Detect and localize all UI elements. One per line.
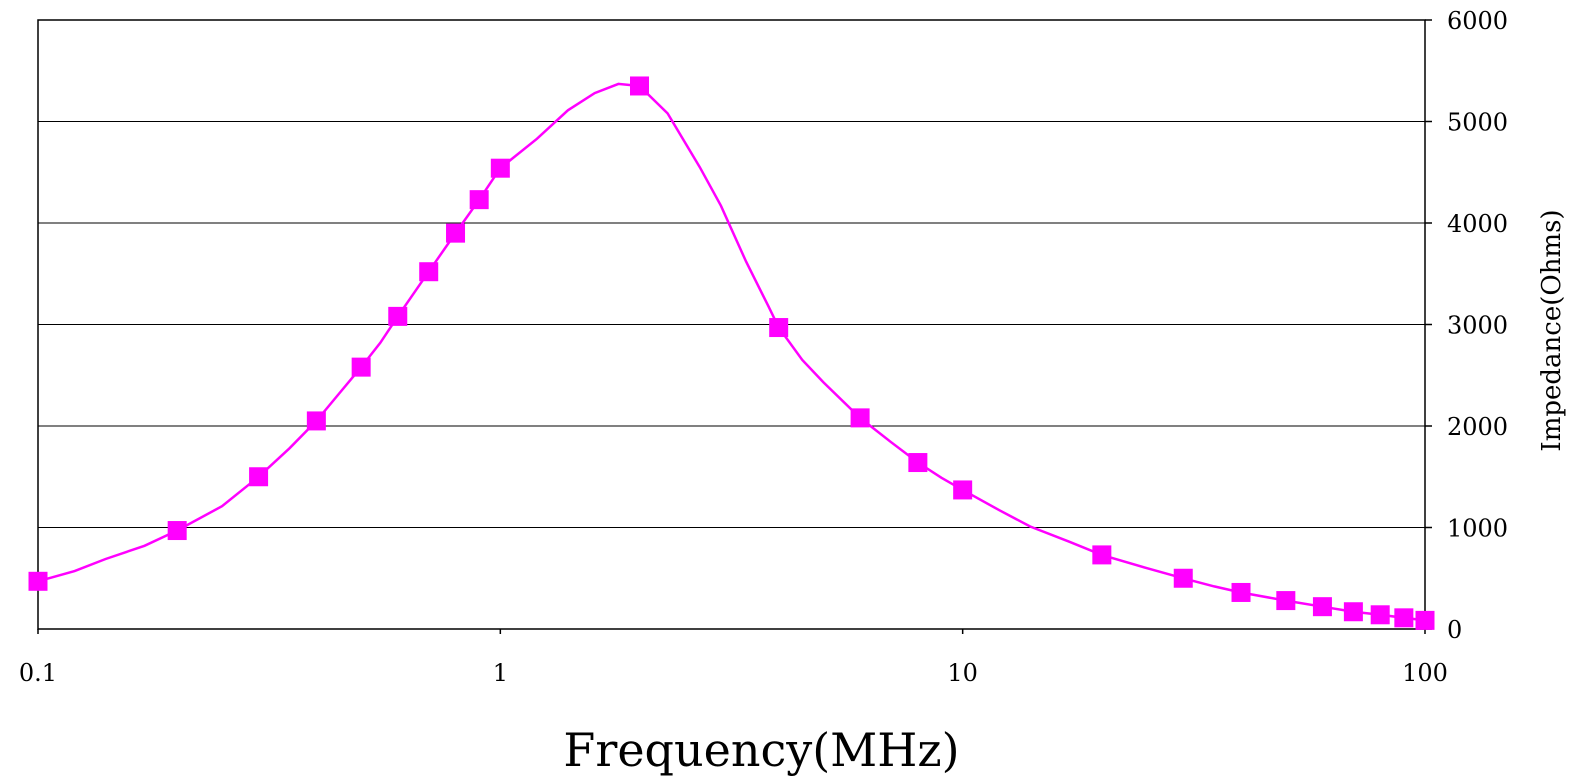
y-tick-label: 2000 [1447, 413, 1508, 441]
x-tick-label: 1 [493, 659, 508, 687]
data-point-marker [490, 158, 510, 178]
x-axis-title: Frequency(MHz) [563, 723, 959, 777]
y-axis-title: Impedance(Ohms) [1537, 209, 1567, 451]
x-axis-ticks: 0.1 1 10 100 [19, 629, 1448, 687]
grid-lines [38, 121, 1425, 528]
data-point-marker [908, 453, 928, 473]
data-point-marker [1173, 568, 1193, 588]
data-point-marker [850, 408, 870, 428]
data-point-marker [630, 76, 650, 96]
data-point-marker [1394, 608, 1414, 628]
y-tick-label: 5000 [1447, 109, 1508, 137]
x-tick-label: 10 [947, 659, 978, 687]
y-tick-label: 6000 [1447, 7, 1508, 35]
y-tick-label: 1000 [1447, 515, 1508, 543]
data-point-marker [306, 411, 326, 431]
data-point-marker [28, 571, 48, 591]
data-point-marker [351, 357, 371, 377]
data-point-marker [1415, 610, 1435, 630]
data-point-marker [1276, 591, 1296, 611]
data-point-marker [1343, 602, 1363, 622]
impedance-series-line [37, 82, 1426, 622]
data-point-marker [769, 318, 789, 338]
data-point-marker [1370, 605, 1390, 625]
data-point-marker [1312, 597, 1332, 617]
impedance-markers [28, 76, 1435, 630]
data-point-marker [167, 521, 187, 541]
data-point-marker [446, 223, 466, 243]
y-tick-label: 3000 [1447, 312, 1508, 340]
data-point-marker [953, 480, 973, 500]
data-point-marker [1092, 545, 1112, 565]
data-point-marker [249, 467, 269, 487]
data-point-marker [1231, 582, 1251, 602]
y-axis-ticks: 0 1000 2000 3000 4000 5000 6000 [1425, 7, 1508, 644]
x-tick-label: 100 [1402, 659, 1448, 687]
y-tick-label: 0 [1447, 616, 1462, 644]
data-point-marker [388, 306, 408, 326]
data-point-marker [419, 262, 439, 282]
x-tick-label: 0.1 [19, 659, 57, 687]
y-tick-label: 4000 [1447, 210, 1508, 238]
data-point-marker [469, 190, 489, 210]
